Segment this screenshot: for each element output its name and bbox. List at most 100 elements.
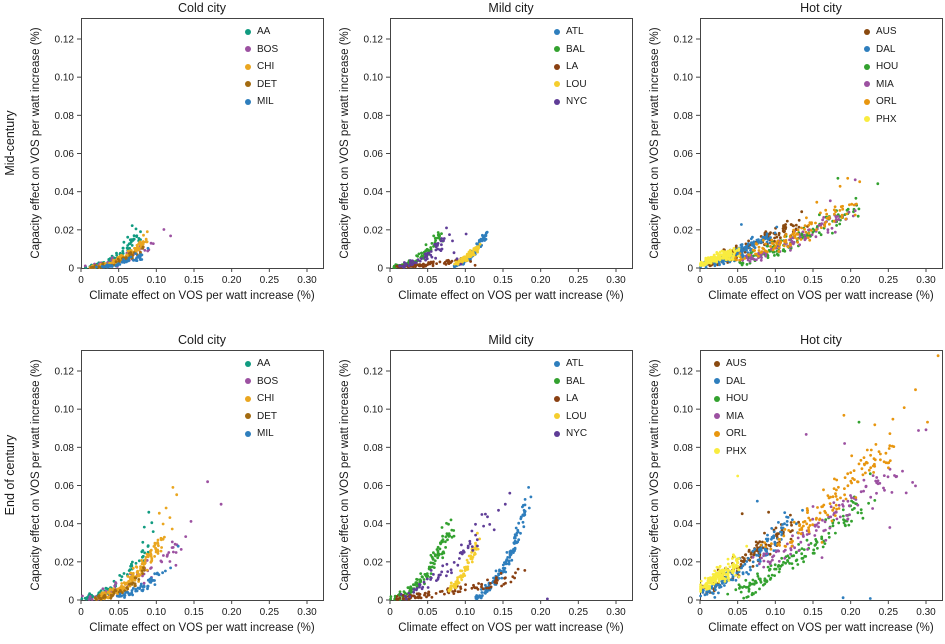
legend-item-label: MIA (876, 78, 894, 90)
x-tick-label: 0.10 (456, 607, 476, 618)
plot-frame (81, 350, 324, 601)
series-NYC (398, 226, 468, 269)
legend-item-label: AUS (876, 26, 897, 37)
y-tick-label: 0.02 (674, 557, 694, 568)
legend: AUS DAL HOU MIA ORL PHX (714, 358, 748, 457)
y-axis-label: Capacity effect on VOS per watt increase… (30, 359, 42, 591)
x-tick-label: 0.20 (531, 607, 551, 618)
panel-title-hot-end: Hot city (800, 333, 842, 347)
legend-marker-LA (554, 63, 560, 70)
x-tick-label: 0.25 (260, 275, 280, 286)
x-tick-label: 0.05 (109, 275, 129, 286)
legend: AA BOS CHI DET MIL (245, 26, 278, 107)
series-LA (395, 567, 527, 601)
y-tick-label: 0.02 (674, 225, 694, 236)
legend-item-ATL: ATL (554, 358, 587, 369)
y-tick-label: 0.04 (674, 519, 694, 530)
legend-item-label: MIL (257, 428, 274, 439)
y-tick-label: 0 (377, 264, 383, 275)
legend-item-label: LA (566, 393, 579, 404)
x-axis-label: Climate effect on VOS per watt increase … (89, 290, 315, 302)
y-tick-label: 0.08 (364, 443, 384, 454)
x-tick-label: 0.05 (728, 607, 748, 618)
panel-title-cold-end: Cold city (178, 333, 226, 347)
x-tick-label: 0.20 (841, 607, 861, 618)
y-tick-label: 0.06 (55, 149, 75, 160)
legend-item-label: ATL (566, 26, 584, 37)
legend-item-label: LA (566, 61, 579, 72)
panel-hot-city-2: 0 0.05 0.10 0.15 0.20 0.25 0.30 0 0.02 0.04 0.06 0.… (674, 18, 943, 286)
x-tick-label: 0.15 (803, 607, 823, 618)
plot-frame (81, 18, 324, 269)
legend-marker-HOU (864, 63, 870, 70)
panel-hot-city-5: 0 0.05 0.10 0.15 0.20 0.25 0.30 0 0.02 0.04 0.06 0.… (674, 350, 943, 618)
legend-item-AA: AA (245, 358, 278, 369)
x-tick-label: 0.20 (841, 275, 861, 286)
legend-item-label: DET (257, 410, 277, 422)
legend-item-label: BOS (257, 375, 279, 387)
legend-marker-HOU (714, 395, 720, 402)
series-HOU (726, 420, 877, 600)
x-tick-label: 0.25 (879, 607, 899, 618)
x-tick-label: 0 (387, 275, 393, 286)
y-tick-label: 0.06 (364, 481, 384, 492)
x-tick-label: 0.25 (569, 607, 589, 618)
legend-marker-BAL (554, 46, 560, 52)
x-tick-label: 0.25 (260, 607, 280, 618)
legend-item-label: ATL (566, 358, 584, 369)
x-tick-label: 0.10 (147, 607, 167, 618)
legend-item-label: MIA (726, 410, 744, 422)
legend-marker-BOS (245, 378, 251, 384)
legend: AA BOS CHI DET MIL (245, 358, 278, 439)
panel-title-mild-end: Mild city (488, 333, 534, 347)
x-tick-label: 0 (78, 607, 84, 618)
series-BAL (389, 518, 456, 601)
y-tick-label: 0.08 (674, 443, 694, 454)
legend-marker-DET (245, 81, 251, 87)
series-DAL (699, 499, 872, 600)
x-axis-label: Climate effect on VOS per watt increase … (398, 290, 624, 302)
legend-marker-DAL (864, 46, 870, 52)
legend-item-label: DAL (876, 43, 896, 55)
x-tick-label: 0.30 (606, 607, 626, 618)
y-tick-label: 0.04 (55, 519, 75, 530)
y-tick-label: 0.10 (674, 405, 694, 416)
legend-item-label: CHI (257, 61, 275, 72)
row-label-mid-century: Mid-century (3, 110, 17, 176)
legend-item-label: HOU (726, 393, 749, 404)
legend-marker-LA (554, 395, 560, 402)
series-ORL (725, 176, 862, 262)
legend-item-label: NYC (566, 428, 588, 439)
x-tick-label: 0.30 (606, 275, 626, 286)
y-axis-label: Capacity effect on VOS per watt increase… (30, 27, 42, 259)
legend-marker-MIL (245, 430, 251, 437)
x-tick-label: 0.05 (728, 275, 748, 286)
y-tick-label: 0.12 (364, 367, 384, 378)
legend-item-AUS: AUS (714, 358, 748, 369)
legend-item-label: PHX (876, 113, 897, 125)
legend-item-ORL: ORL (714, 428, 748, 439)
legend-marker-CHI (245, 63, 251, 70)
x-tick-label: 0.10 (766, 275, 786, 286)
legend-item-DET: DET (245, 79, 278, 90)
legend-marker-PHX (864, 116, 870, 122)
y-tick-label: 0 (68, 264, 74, 275)
y-tick-label: 0.04 (674, 187, 694, 198)
legend-item-NYC: NYC (554, 96, 587, 107)
x-tick-label: 0.25 (569, 275, 589, 286)
plot-frame (390, 350, 633, 601)
legend-marker-ORL (864, 98, 870, 105)
x-tick-label: 0.10 (766, 607, 786, 618)
legend-marker-MIL (245, 98, 251, 105)
x-tick-label: 0 (697, 275, 703, 286)
legend-item-label: NYC (566, 96, 588, 107)
x-tick-label: 0.30 (916, 607, 936, 618)
y-tick-label: 0.08 (674, 111, 694, 122)
x-axis-label: Climate effect on VOS per watt increase … (89, 622, 315, 634)
legend-item-AUS: AUS (864, 26, 898, 37)
legend-item-CHI: CHI (245, 393, 278, 404)
legend-item-PHX: PHX (864, 114, 898, 125)
legend-item-label: MIL (257, 96, 274, 107)
x-tick-label: 0.25 (879, 275, 899, 286)
